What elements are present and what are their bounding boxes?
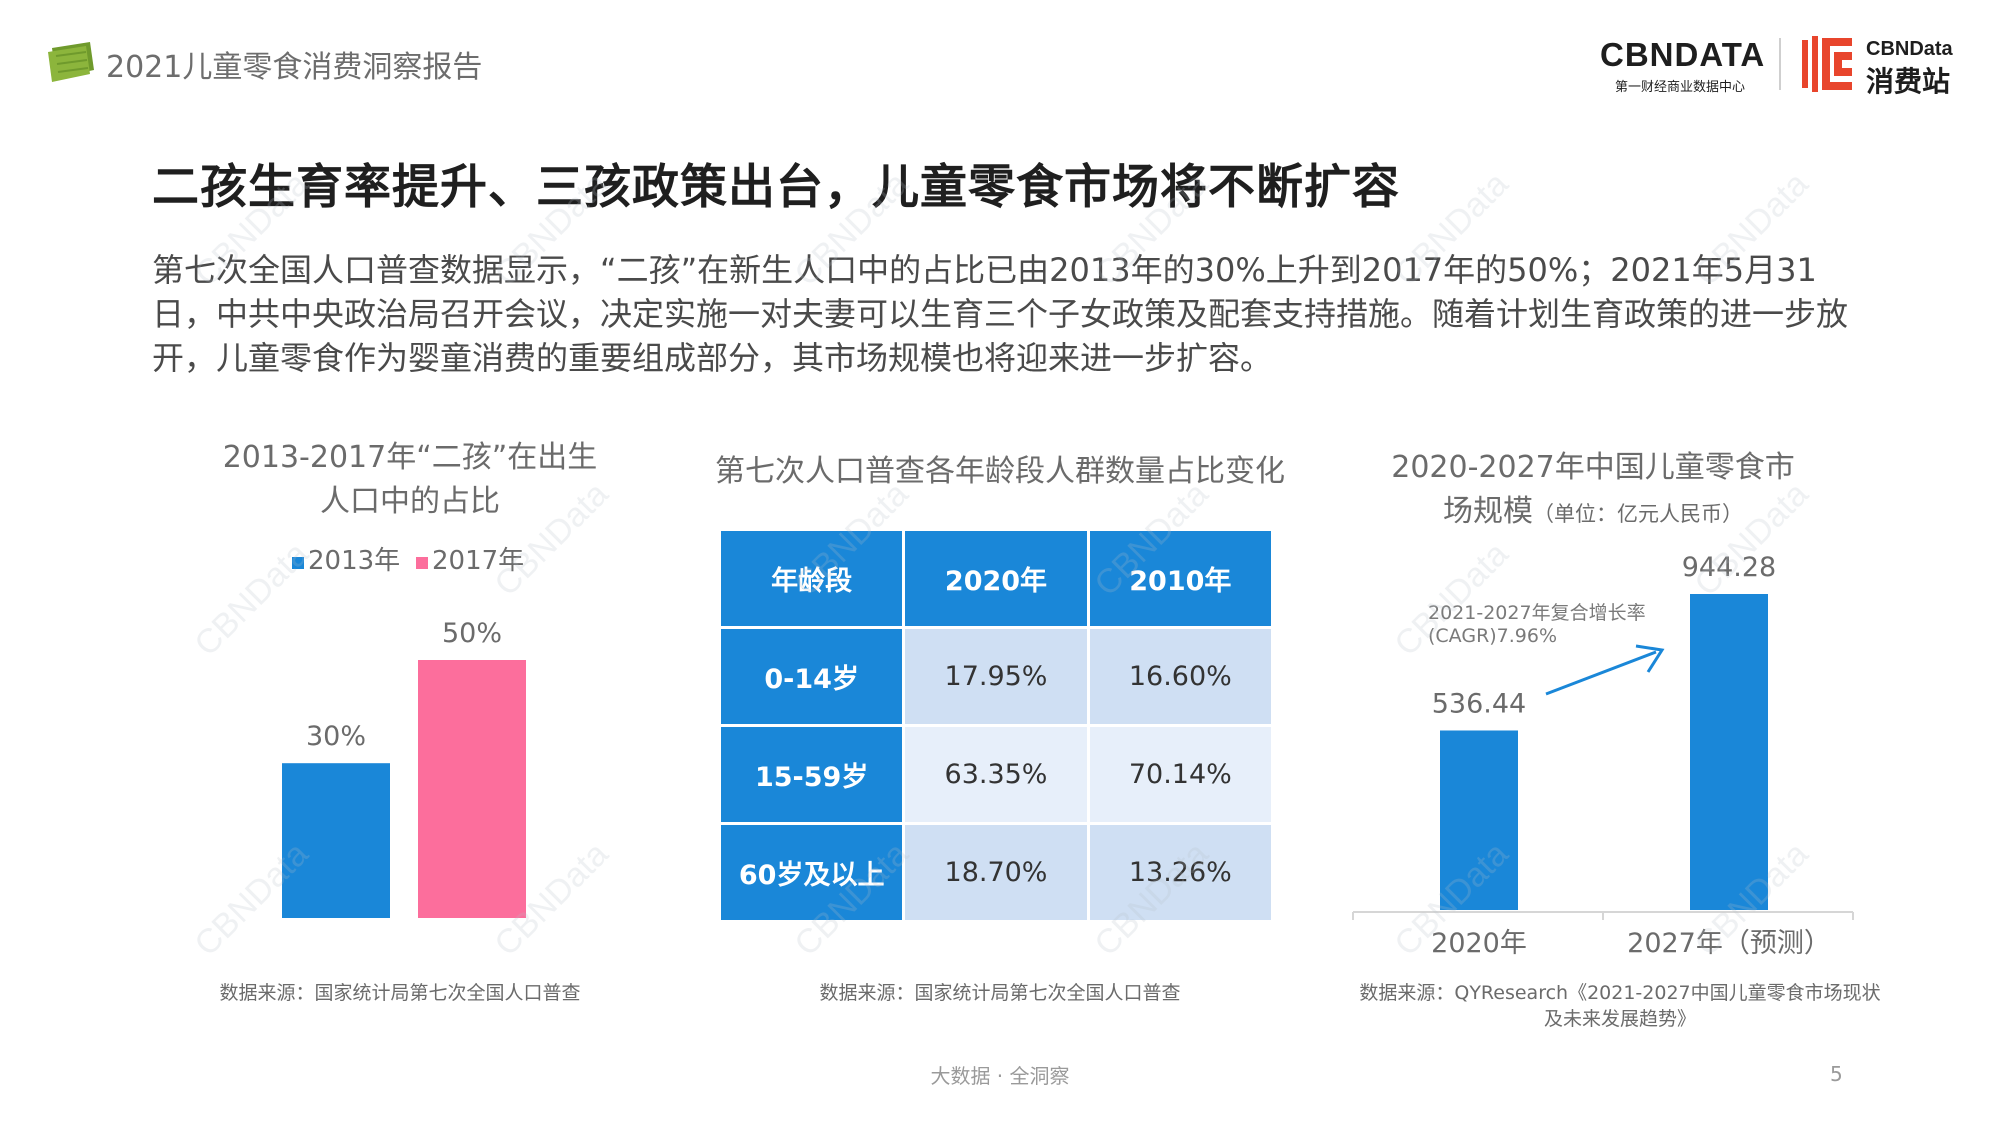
bar-2013年: [282, 763, 390, 918]
table-row: 60岁及以上 18.70% 13.26%: [717, 822, 1275, 923]
legend-swatch-2017: [416, 557, 428, 569]
consumer-station-logo-en: CBNData: [1866, 38, 1953, 60]
page-number: 5: [1830, 1062, 1843, 1086]
consumer-station-logo-icon: [1802, 36, 1852, 92]
report-logo-icon: [48, 42, 94, 82]
cbndata-logo-subtitle: 第一财经商业数据中心: [1614, 80, 1745, 95]
chart3-title: 2020-2027年中国儿童零食市 场规模（单位：亿元人民币）: [1368, 446, 1818, 536]
chart3-source-line1: 数据来源：QYResearch《2021-2027中国儿童零食市场现状: [1359, 982, 1881, 1004]
legend-label-2017: 2017年: [432, 546, 525, 576]
table-title: 第七次人口普查各年龄段人群数量占比变化: [715, 454, 1285, 489]
table-header-row: 年龄段 2020年 2010年: [717, 528, 1275, 629]
table-source: 数据来源：国家统计局第七次全国人口普查: [819, 982, 1181, 1004]
age-group-table: 年龄段 2020年 2010年 0-14岁 17.95% 16.60% 15-5…: [717, 528, 1275, 923]
table-row: 0-14岁 17.95% 16.60%: [717, 626, 1275, 727]
intro-paragraph: 第七次全国人口普查数据显示，“二孩”在新生人口中的占比已由2013年的30%上升…: [152, 251, 1849, 377]
chart3-title-line1: 2020-2027年中国儿童零食市: [1391, 450, 1795, 485]
x-tick-label: 2027年（预测）: [1627, 928, 1831, 959]
bar-value-label: 50%: [442, 618, 502, 649]
bar-value-label: 536.44: [1432, 688, 1526, 719]
chart1-legend-2013: 2013年: [292, 540, 400, 577]
cbndata-logo-text: CBNDATA: [1600, 36, 1766, 73]
brand-divider: [1779, 38, 1781, 90]
table-cell-2020: 17.95%: [902, 626, 1090, 727]
report-title: 2021儿童零食消费洞察报告: [106, 50, 483, 85]
chart1-title-line1: 2013-2017年“二孩”在出生: [222, 440, 598, 475]
cagr-line2: (CAGR)7.96%: [1428, 625, 1558, 647]
bar-2017年: [418, 660, 526, 918]
cagr-line1: 2021-2027年复合增长率: [1428, 602, 1646, 624]
growth-arrow-line: [1545, 650, 1657, 696]
chart3-unit-note: （单位：亿元人民币）: [1533, 502, 1743, 526]
chart3-title-line2: 场规模（单位：亿元人民币）: [1368, 490, 1818, 536]
chart1-source: 数据来源：国家统计局第七次全国人口普查: [219, 982, 581, 1004]
chart3-source: 数据来源：QYResearch《2021-2027中国儿童零食市场现状 及未来发…: [1340, 980, 1900, 1032]
bar-value-label: 30%: [306, 721, 366, 752]
table-cell-age: 15-59岁: [717, 724, 906, 825]
table-cell-age: 60岁及以上: [717, 822, 906, 923]
legend-label-2013: 2013年: [308, 546, 401, 576]
table-cell-2010: 13.26%: [1086, 822, 1275, 923]
table-row: 15-59岁 63.35% 70.14%: [717, 724, 1275, 825]
table-header-age: 年龄段: [717, 528, 906, 629]
table-header-2020: 2020年: [902, 528, 1090, 629]
table-header-2010: 2010年: [1086, 528, 1275, 629]
bar-value-label: 944.28: [1682, 552, 1776, 583]
table-cell-2020: 63.35%: [902, 724, 1090, 825]
cbndata-logo: CBNDATA 第一财经商业数据中心: [1600, 36, 1766, 95]
cagr-annotation: 2021-2027年复合增长率 (CAGR)7.96%: [1428, 602, 1646, 648]
table-cell-2010: 16.60%: [1086, 626, 1275, 727]
x-tick-label: 2020年: [1431, 928, 1527, 959]
page-title: 二孩生育率提升、三孩政策出台，儿童零食市场将不断扩容: [152, 160, 1400, 215]
growth-arrow-head-icon: [1635, 644, 1665, 673]
footer-slogan: 大数据 · 全洞察: [930, 1064, 1070, 1088]
chart3-source-line2: 及未来发展趋势》: [1543, 1008, 1696, 1030]
bar-2027年（预测）: [1690, 594, 1768, 910]
consumer-station-logo-cn: 消费站: [1866, 65, 1951, 98]
chart1-legend-2017: 2017年: [416, 540, 524, 577]
table-cell-2020: 18.70%: [902, 822, 1090, 923]
chart1-title-line2: 人口中的占比: [320, 484, 500, 519]
table-cell-age: 0-14岁: [717, 626, 906, 727]
chart1-title: 2013-2017年“二孩”在出生 人口中的占比: [190, 436, 630, 524]
legend-swatch-2013: [292, 557, 304, 569]
table-cell-2010: 70.14%: [1086, 724, 1275, 825]
chart3-title-line2-text: 场规模: [1443, 494, 1533, 529]
bar-2020年: [1440, 730, 1518, 910]
